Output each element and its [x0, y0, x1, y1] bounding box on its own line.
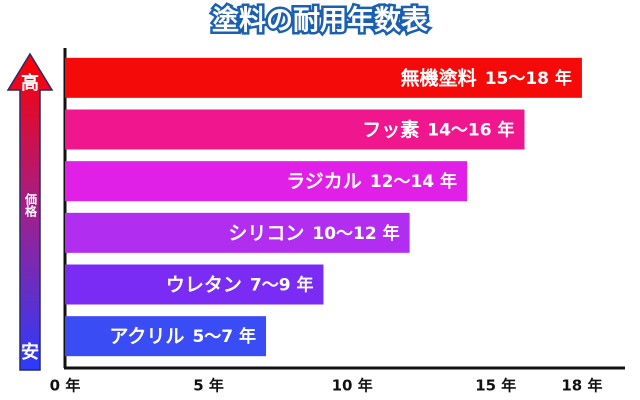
x-tick-label: 0 年 [50, 377, 81, 395]
category-label: ウレタン [166, 274, 242, 296]
value-label: 15〜18 年 [485, 68, 572, 89]
category-label: アクリル [109, 326, 184, 348]
value-label: 12〜14 年 [370, 171, 457, 192]
bar [65, 161, 468, 202]
bar [65, 212, 410, 253]
bar [65, 264, 324, 305]
category-label: 無機塗料 [401, 66, 477, 89]
price-label: 価格 [24, 192, 38, 218]
x-tick-label: 5 年 [193, 377, 224, 395]
bar [65, 109, 525, 150]
category-label: ラジカル [286, 171, 362, 193]
category-label: シリコン [228, 222, 304, 244]
price-arrow [6, 52, 54, 371]
low-label: 安 [21, 341, 39, 363]
value-label: 5〜7 年 [192, 326, 256, 347]
chart-title: 塗料の耐用年数表 [212, 5, 428, 37]
x-tick-label: 18 年 [561, 377, 602, 395]
bar [65, 57, 582, 98]
value-label: 14〜16 年 [427, 120, 514, 141]
category-label: フッ素 [362, 118, 419, 141]
high-label: 高 [21, 72, 39, 94]
x-tick-label: 15 年 [475, 377, 516, 395]
value-label: 7〜9 年 [250, 275, 314, 296]
bar [65, 316, 267, 357]
x-tick-label: 10 年 [332, 377, 373, 395]
value-label: 10〜12 年 [312, 223, 399, 244]
